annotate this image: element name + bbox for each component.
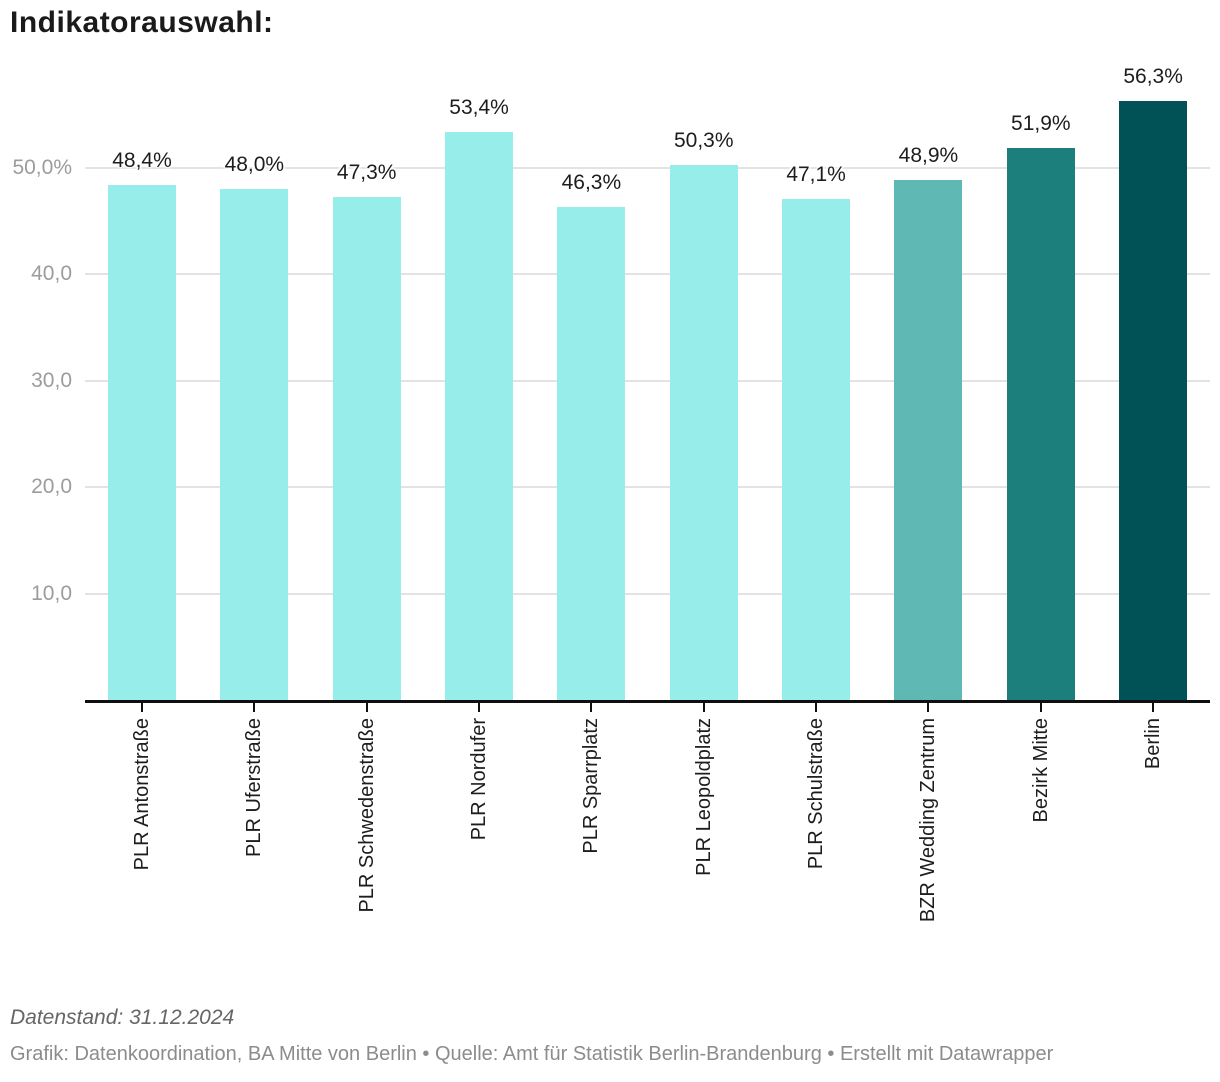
bar-value-label: 47,1%	[786, 163, 846, 186]
x-axis-label-text: Bezirk Mitte	[1029, 718, 1052, 823]
grid-line	[85, 273, 1210, 275]
x-axis-tick	[1039, 703, 1042, 712]
bar-value-label: 50,3%	[673, 129, 734, 152]
y-axis-label: 20,0	[31, 475, 72, 498]
x-axis-label-text: PLR Schulstraße	[805, 718, 828, 870]
x-axis-tick	[141, 703, 143, 712]
bar[interactable]	[332, 197, 401, 700]
bar[interactable]	[894, 180, 963, 700]
page-title: Indikatorauswahl:	[10, 6, 274, 39]
x-axis-tick	[478, 703, 481, 712]
bar[interactable]	[669, 165, 738, 700]
chart-byline: Grafik: Datenkoordination, BA Mitte von …	[10, 1043, 1054, 1065]
grid-line	[85, 486, 1210, 488]
x-axis-label-text: PLR Sparrplatz	[580, 718, 603, 854]
x-axis-label-text: PLR Nordufer	[468, 718, 491, 841]
bar-value-label: 47,3%	[336, 161, 397, 184]
y-axis-label: 10,0	[31, 582, 72, 605]
y-axis-label: 40,0	[31, 262, 72, 285]
x-axis-label-text: PLR Antonstraße	[131, 718, 153, 871]
bar-value-label: 51,9%	[1011, 112, 1071, 135]
x-axis-label-text: Berlin	[1142, 718, 1165, 770]
grid-line	[85, 593, 1210, 595]
bar[interactable]	[220, 189, 289, 700]
x-axis-tick	[590, 703, 593, 712]
bar-value-label: 48,9%	[898, 144, 959, 167]
x-axis-tick	[702, 703, 705, 712]
x-axis-label-text: PLR Leopoldplatz	[692, 718, 715, 876]
bar[interactable]	[782, 199, 851, 700]
bar[interactable]	[1006, 148, 1075, 700]
bar[interactable]	[557, 207, 626, 700]
x-axis-label-text: BZR Wedding Zentrum	[917, 718, 940, 923]
x-axis-tick	[1152, 703, 1155, 712]
bar-value-label: 53,4%	[449, 96, 509, 119]
bar[interactable]	[1119, 101, 1188, 700]
chart-notes: Datenstand: 31.12.2024	[10, 1006, 235, 1029]
bar[interactable]	[445, 132, 514, 700]
bar-value-label: 56,3%	[1123, 65, 1183, 88]
x-axis-label-text: PLR Uferstraße	[243, 718, 266, 857]
x-axis-tick	[927, 703, 930, 712]
x-axis-tick	[253, 703, 256, 712]
bar[interactable]	[108, 185, 176, 700]
grid-line	[85, 167, 1210, 169]
bar-value-label: 48,0%	[224, 153, 285, 176]
x-axis-tick	[365, 703, 368, 712]
grid-line	[85, 380, 1210, 382]
x-axis-label-text: PLR Schwedenstraße	[355, 718, 378, 913]
bar-value-label: 46,3%	[561, 171, 622, 194]
bar-value-label: 48,4%	[112, 149, 172, 172]
y-axis-label: 50,0%	[12, 156, 72, 179]
x-axis-tick	[815, 703, 818, 712]
y-axis-label: 30,0	[31, 369, 72, 392]
x-axis-baseline	[85, 700, 1210, 703]
